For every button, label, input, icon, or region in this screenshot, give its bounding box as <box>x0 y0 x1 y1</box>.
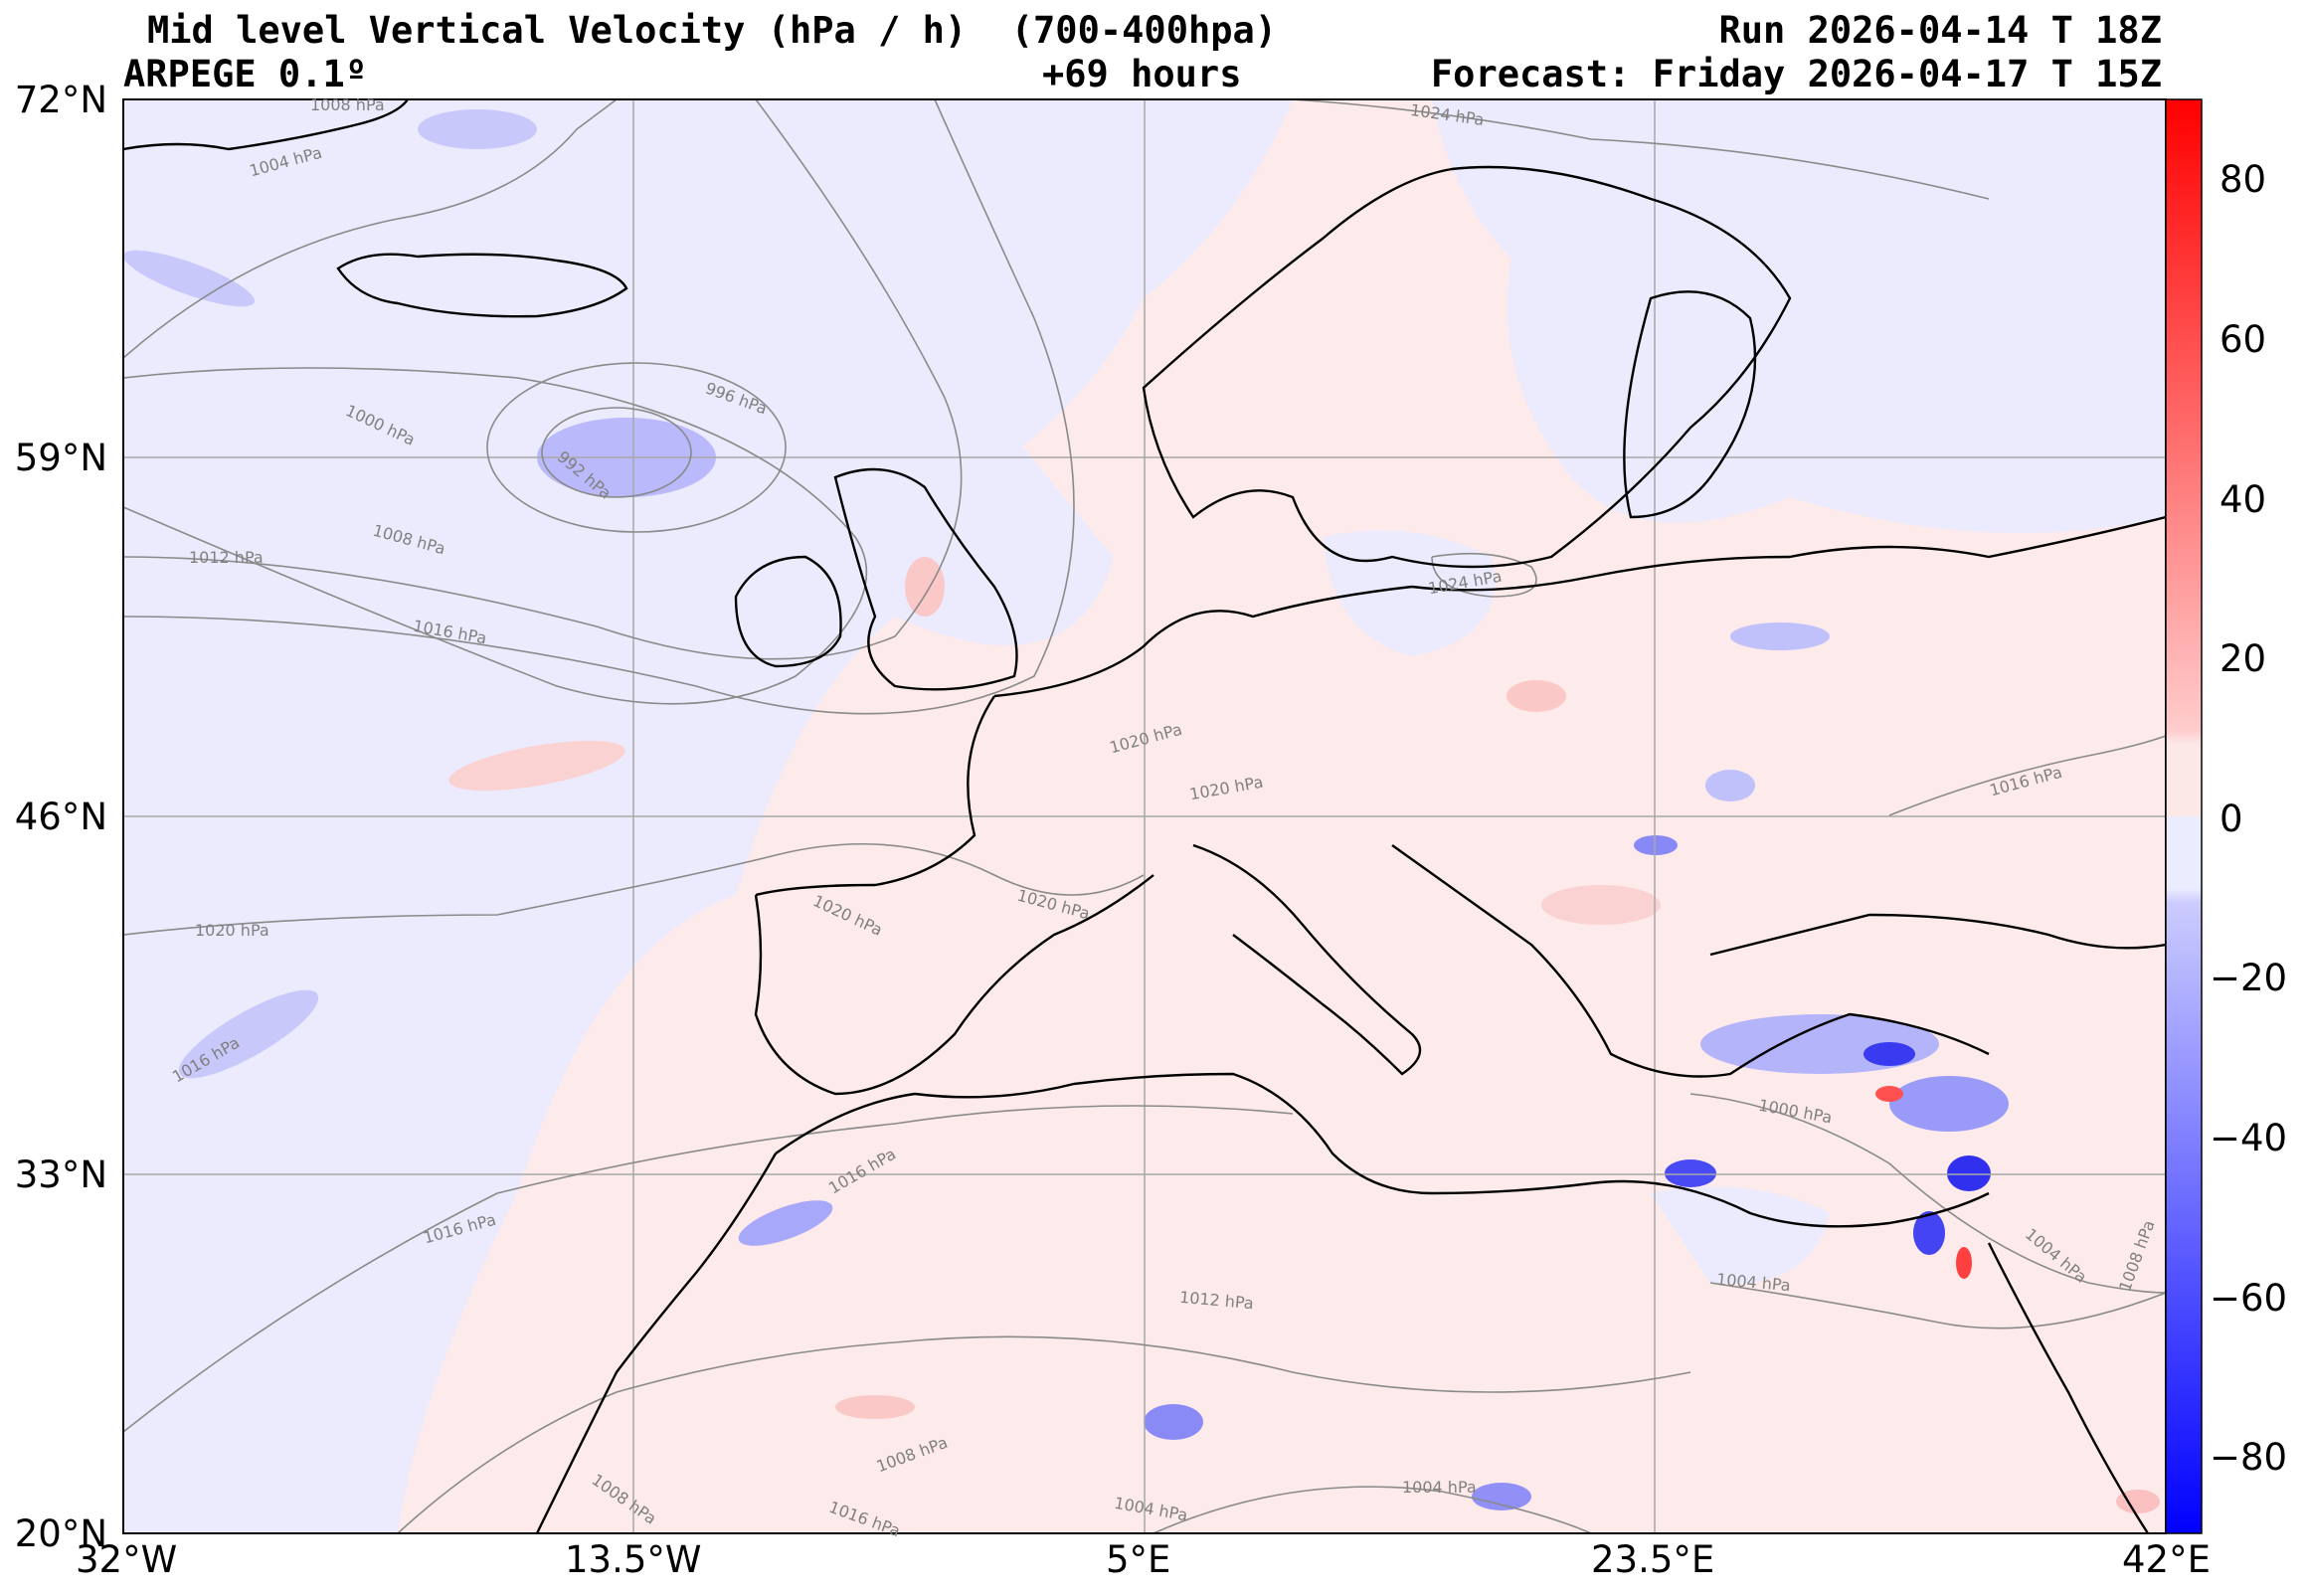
red-sea-coast <box>1987 1242 2150 1533</box>
colorbar <box>2165 98 2203 1534</box>
lat-tick-72n: 72°N <box>14 79 107 121</box>
lon-tick-13-5w: 13.5°W <box>565 1538 702 1581</box>
britain-coast <box>833 467 1018 691</box>
colorbar-tick: −80 <box>2210 1436 2288 1479</box>
europe-mainland-coast <box>993 515 2166 698</box>
scandinavia-coast <box>1142 165 1792 569</box>
colorbar-tick: 80 <box>2219 158 2267 201</box>
lead-time-label: +69 hours <box>1042 53 1242 95</box>
graticule <box>123 99 2166 1533</box>
lat-tick-59n: 59°N <box>14 437 107 479</box>
lon-tick-42e: 42°E <box>2122 1538 2211 1581</box>
colorbar-tick: 0 <box>2219 798 2243 840</box>
run-label: Run 2026-04-14 T 18Z <box>1718 9 2162 52</box>
isobar-label: 1004 hPa <box>1402 1478 1477 1497</box>
colorbar-tick: 20 <box>2219 637 2267 680</box>
finland-coast <box>1623 290 1757 519</box>
lon-tick-5e: 5°E <box>1106 1538 1171 1581</box>
lat-tick-20n: 20°N <box>14 1512 107 1555</box>
isobar-label: 1008 hPa <box>310 95 385 114</box>
ireland-coast <box>734 555 842 668</box>
lat-tick-33n: 33°N <box>14 1153 107 1196</box>
isobars <box>123 99 2166 1533</box>
isobar-label: 1020 hPa <box>195 921 269 940</box>
morocco-coast <box>535 1153 778 1533</box>
forecast-label: Forecast: Friday 2026-04-17 T 15Z <box>1430 53 2162 95</box>
iceland-coast <box>336 253 628 318</box>
map-title: Mid level Vertical Velocity (hPa / h) (7… <box>147 9 1278 52</box>
colorbar-tick: 60 <box>2219 318 2267 361</box>
lon-tick-23-5e: 23.5°E <box>1591 1538 1715 1581</box>
greenland-coast <box>123 99 409 151</box>
iberia-coast <box>754 874 1154 1096</box>
lat-tick-46n: 46°N <box>14 796 107 838</box>
black-sea-coast <box>1709 913 2166 957</box>
isobar-label: 1012 hPa <box>189 548 264 567</box>
balkans-coast <box>1391 844 1990 1078</box>
colorbar-tick: −40 <box>2210 1117 2288 1159</box>
colorbar-tick: 40 <box>2219 478 2267 521</box>
italy-coast <box>1192 843 1422 1076</box>
france-coast <box>755 695 995 897</box>
coastlines <box>123 99 2166 1533</box>
colorbar-tick: −20 <box>2210 957 2288 999</box>
lon-tick-32w: 32°W <box>76 1538 178 1581</box>
model-label: ARPEGE 0.1º <box>123 53 368 95</box>
africa-coast <box>775 1072 1990 1228</box>
colorbar-tick: −60 <box>2210 1277 2288 1320</box>
